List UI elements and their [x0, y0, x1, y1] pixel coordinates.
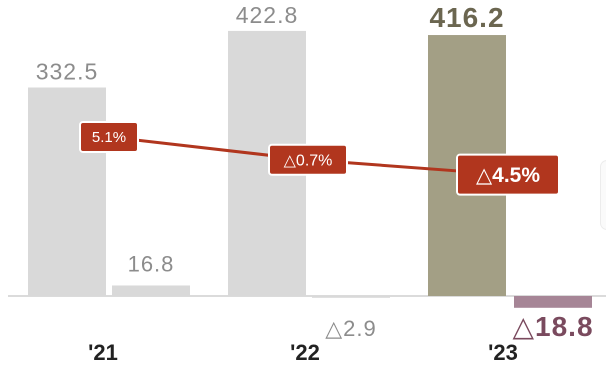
- bar-main-value-label-1: 422.8: [236, 2, 299, 28]
- x-tick-label-1: '22: [290, 340, 320, 365]
- bar-sub-value-label-2: △18.8: [512, 311, 593, 342]
- bar-main-0: [28, 87, 106, 297]
- bar-sub-value-label-1: △2.9: [325, 316, 377, 341]
- bar-main-value-label-2: 416.2: [429, 2, 504, 33]
- bar-sub-0: [112, 285, 190, 296]
- ratio-label-0: 5.1%: [92, 129, 126, 146]
- ratio-point-2: [456, 153, 560, 196]
- bar-sub-value-label-0: 16.8: [128, 251, 175, 276]
- side-panel-edge: [600, 160, 606, 230]
- ratio-point-0: [79, 120, 139, 153]
- ratio-label-1: △0.7%: [284, 152, 333, 169]
- bar-main-value-label-0: 332.5: [36, 59, 99, 85]
- ratio-point-1: [268, 143, 348, 176]
- x-tick-label-2: '23: [488, 340, 518, 365]
- ratio-label-2: △4.5%: [476, 164, 540, 187]
- x-tick-label-0: '21: [88, 340, 118, 365]
- bar-sub-2: [514, 296, 592, 308]
- bar-sub-1: [312, 296, 390, 298]
